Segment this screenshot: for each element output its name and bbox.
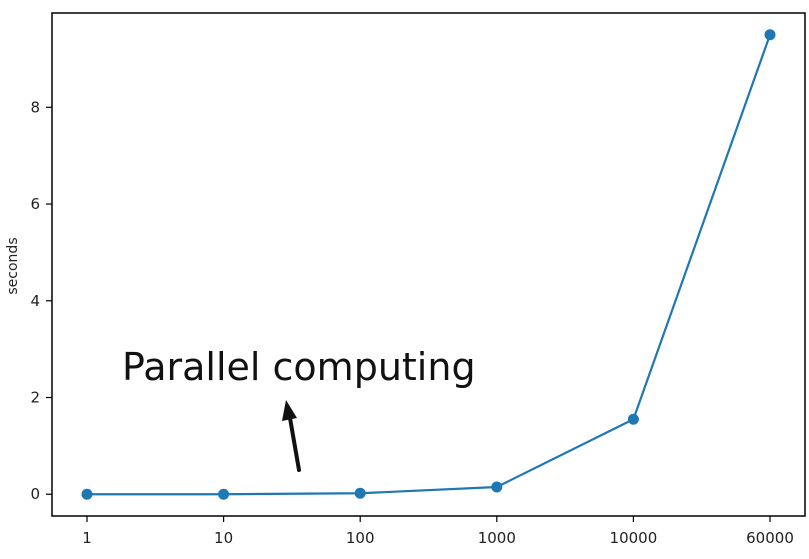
x-tick-label: 1 [82,529,92,547]
data-point [81,488,93,500]
y-tick-label: 2 [30,389,40,407]
y-axis-ticks: 0 2 4 6 8 [30,98,52,503]
y-tick-label: 4 [30,292,40,310]
series-line [87,34,772,496]
data-point [627,413,639,425]
annotation-text: Parallel computing [122,345,476,389]
data-point [491,481,503,493]
x-tick-label: 1000 [478,529,516,547]
x-tick-label: 10 [214,529,233,547]
data-point [354,487,366,499]
x-tick-label: 10000 [610,529,658,547]
series-layer [81,29,776,500]
data-point [764,29,776,41]
x-axis-ticks: 1 10 100 1000 10000 60000 [82,516,794,547]
x-tick-label: 100 [346,529,375,547]
y-tick-label: 8 [30,98,40,116]
annotation-arrow [282,400,301,472]
x-tick-label: 60000 [746,529,794,547]
y-axis-label: seconds [5,237,21,294]
plot-frame [51,12,806,517]
y-tick-label: 6 [30,195,40,213]
data-point [218,488,230,500]
y-tick-label: 0 [30,485,40,503]
